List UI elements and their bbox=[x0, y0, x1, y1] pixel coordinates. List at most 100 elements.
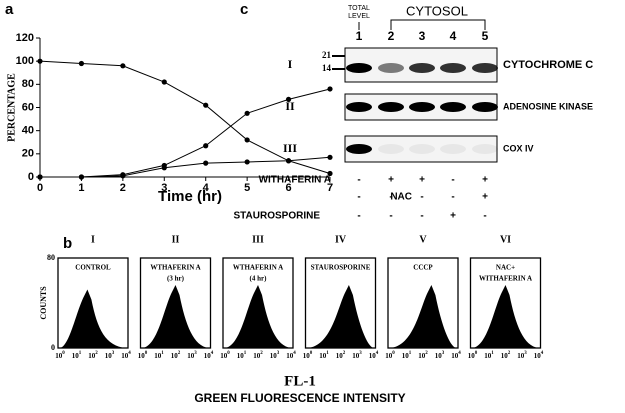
histogram bbox=[225, 285, 291, 348]
tick-base: 10 bbox=[336, 352, 344, 360]
histogram bbox=[142, 285, 209, 348]
tick-base: 10 bbox=[402, 352, 410, 360]
plot-label: (3 hr) bbox=[167, 275, 185, 283]
plot-numeral: VI bbox=[500, 234, 511, 245]
tick-exp: 2 bbox=[178, 351, 181, 356]
tick-exp: 1 bbox=[161, 351, 164, 356]
plot-numeral: IV bbox=[335, 234, 347, 245]
tick-base: 10 bbox=[121, 352, 129, 360]
treatment-sign: - bbox=[357, 192, 360, 203]
x-tick-label: 3 bbox=[161, 182, 167, 194]
treatment-name: WITHAFERIN A bbox=[259, 175, 331, 186]
point bbox=[327, 170, 333, 177]
blot-name: CYTOCHROME C bbox=[503, 59, 593, 71]
tick-base: 10 bbox=[319, 352, 327, 360]
histogram bbox=[307, 285, 374, 348]
plot-label: WTHAFERIN A bbox=[150, 264, 200, 272]
x-tick-label: 104 bbox=[286, 351, 296, 359]
band bbox=[378, 144, 404, 154]
x-tick-label: 102 bbox=[336, 351, 346, 359]
x-tick-label: 1 bbox=[78, 182, 84, 194]
y-tick-label: 60 bbox=[22, 101, 34, 113]
tick-base: 10 bbox=[237, 352, 245, 360]
tick-base: 10 bbox=[451, 352, 459, 360]
tick-base: 10 bbox=[220, 352, 228, 360]
y-tick-label: 20 bbox=[22, 148, 34, 160]
tick-base: 10 bbox=[418, 352, 426, 360]
treatment-sign: - bbox=[420, 192, 423, 203]
y-label: COUNTS bbox=[39, 286, 48, 320]
tick-base: 10 bbox=[484, 352, 492, 360]
point bbox=[161, 165, 167, 171]
x-tick-label: 7 bbox=[327, 182, 333, 194]
tick-base: 10 bbox=[385, 352, 393, 360]
treatment-sign: - bbox=[389, 211, 392, 222]
tick-base: 10 bbox=[352, 352, 360, 360]
x-tick-label: 101 bbox=[319, 351, 329, 359]
tick-exp: 3 bbox=[112, 351, 115, 356]
blot-numeral: III bbox=[283, 141, 297, 155]
tick-exp: 0 bbox=[475, 351, 478, 356]
plot-numeral: III bbox=[252, 234, 264, 245]
band bbox=[472, 144, 498, 154]
tick-base: 10 bbox=[517, 352, 525, 360]
tick-base: 10 bbox=[171, 352, 179, 360]
tick-exp: 4 bbox=[211, 351, 214, 356]
plot-numeral: II bbox=[172, 234, 180, 245]
tick-exp: 1 bbox=[409, 351, 412, 356]
point bbox=[78, 60, 85, 67]
x-tick-label: 101 bbox=[237, 351, 247, 359]
tick-exp: 1 bbox=[244, 351, 247, 356]
band bbox=[409, 102, 435, 112]
panel-label: b bbox=[63, 235, 72, 252]
band bbox=[472, 102, 498, 112]
x-tick-label: 101 bbox=[402, 351, 412, 359]
tick-exp: 1 bbox=[326, 351, 329, 356]
treatment-sign: + bbox=[388, 175, 394, 186]
tick-base: 10 bbox=[534, 352, 542, 360]
tick-base: 10 bbox=[501, 352, 509, 360]
treatment-name: NAC bbox=[390, 192, 412, 203]
x-tick-label: 102 bbox=[501, 351, 511, 359]
tick-base: 10 bbox=[187, 352, 195, 360]
y-tick-label: 100 bbox=[16, 55, 34, 67]
point bbox=[161, 79, 167, 85]
tick-base: 10 bbox=[55, 352, 63, 360]
tick-base: 10 bbox=[369, 352, 377, 360]
x-label: Time (hr) bbox=[158, 188, 222, 205]
tick-base: 10 bbox=[270, 352, 278, 360]
mw-marker: 14 bbox=[322, 63, 332, 73]
point bbox=[120, 63, 126, 69]
x-tick-label: 2 bbox=[120, 182, 126, 194]
point bbox=[37, 58, 43, 64]
tick-exp: 0 bbox=[62, 351, 65, 356]
tick-exp: 2 bbox=[95, 351, 98, 356]
total-level: TOTAL bbox=[348, 5, 370, 12]
plot-numeral: I bbox=[91, 234, 95, 245]
x-tick-label: 101 bbox=[484, 351, 494, 359]
x-tick-label: 100 bbox=[138, 351, 148, 359]
plot-label: WTHAFERIN A bbox=[233, 264, 283, 272]
x-tick-label: 101 bbox=[154, 351, 164, 359]
x-tick-label: 0 bbox=[37, 182, 43, 194]
total-level: LEVEL bbox=[348, 13, 370, 20]
x-tick-label: 104 bbox=[369, 351, 379, 359]
panel-label: a bbox=[5, 1, 14, 18]
tick-exp: 4 bbox=[128, 351, 131, 356]
blot-numeral: I bbox=[288, 57, 293, 71]
series-line bbox=[39, 60, 331, 175]
band bbox=[346, 144, 372, 154]
point bbox=[327, 86, 333, 92]
tick-exp: 3 bbox=[359, 351, 362, 356]
y-tick-label: 0 bbox=[51, 343, 55, 352]
x-tick-label: 100 bbox=[220, 351, 230, 359]
treatment-sign: - bbox=[451, 192, 454, 203]
point bbox=[203, 102, 209, 108]
tick-base: 10 bbox=[154, 352, 162, 360]
x-tick-label: 103 bbox=[435, 351, 445, 359]
band bbox=[378, 102, 404, 112]
point bbox=[203, 143, 209, 149]
treatment-sign: - bbox=[483, 211, 486, 222]
treatment-name: STAUROSPORINE bbox=[234, 211, 321, 222]
